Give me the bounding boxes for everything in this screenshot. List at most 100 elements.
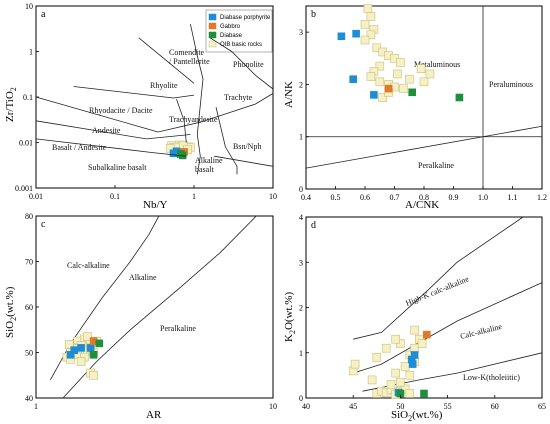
y-tick-label: 1 (299, 133, 303, 142)
field-boundary (214, 155, 274, 167)
data-point-diabase (455, 93, 464, 102)
panel-a-xlabel: Nb/Y (143, 199, 168, 211)
legend-label: OIB basic rocks (220, 42, 262, 48)
data-point-oib-basic-rocks (367, 375, 377, 385)
data-point-diabase-porphyrite (349, 75, 358, 83)
panel-a-field-labels: Comendite / Pantellerite Phonolite Rhyoli… (52, 48, 264, 174)
y-tick-label: 3 (299, 258, 303, 267)
data-point-oib-basic-rocks (375, 77, 385, 87)
data-point-oib-basic-rocks (396, 377, 405, 387)
x-tick-label: 40 (302, 402, 310, 411)
panel-b-boundaries (305, 6, 543, 189)
data-point-oib-basic-rocks (419, 77, 429, 87)
data-point-oib-basic-rocks (381, 343, 391, 353)
data-point-oib-basic-rocks (425, 69, 435, 79)
data-point-diabase (89, 350, 98, 359)
field-alkaline: Alkaline (129, 273, 157, 282)
field-basalt-andesite: Basalt / Andesite (52, 143, 107, 152)
x-tick-label: 45 (349, 402, 357, 411)
data-point-diabase-porphyrite (370, 91, 378, 99)
legend-label: Diabase porphyrite (220, 15, 271, 21)
field-boundary (215, 107, 238, 175)
data-point-oib-basic-rocks (360, 35, 370, 45)
data-point-oib-basic-rocks (410, 325, 419, 335)
data-point-oib-basic-rocks (372, 352, 382, 362)
field-calc-alkaline-d: Calc-alkaline (459, 322, 503, 341)
panel-d-ticks: 40 45 50 55 60 65 0 1 2 3 4 (299, 213, 546, 411)
data-point-oib-basic-rocks (386, 380, 396, 389)
panel-d-xlabel: SiO2(wt.%) (391, 409, 443, 423)
data-point-diabase-porphyrite (66, 350, 75, 359)
data-point-oib-basic-rocks (350, 359, 360, 369)
x-tick-label: 1.0 (478, 193, 488, 202)
field-rhyolite: Rhyolite (150, 81, 178, 90)
y-tick-label: 4 (299, 213, 303, 222)
y-tick-label: 50 (25, 349, 33, 358)
field-peraluminous: Peraluminous (489, 80, 533, 89)
x-tick-label: 1.2 (537, 193, 547, 202)
field-boundary (35, 138, 187, 157)
field-peralkaline: Peralkaline (160, 324, 196, 333)
legend-label: Diabase (220, 33, 243, 39)
data-point-oib-basic-rocks (89, 370, 98, 380)
x-tick-label: 60 (491, 402, 499, 411)
panel-c: c Calc-alkaline Alkaline Peralkaline 1 10… (4, 212, 277, 421)
y-tick-label: 0.001 (15, 184, 33, 193)
panel-c-boundaries (50, 215, 257, 399)
data-point-oib-basic-rocks (417, 339, 427, 349)
data-point-oib-basic-rocks (378, 93, 388, 102)
data-point-oib-basic-rocks (399, 84, 408, 93)
x-tick-label: 0.9 (449, 193, 459, 202)
data-point-oib-basic-rocks (405, 371, 415, 380)
y-tick-label: 0.01 (19, 139, 33, 148)
field-boundary (209, 37, 274, 90)
panel-d-frame (305, 216, 543, 399)
x-tick-label: 0.4 (301, 193, 311, 202)
panel-c-ylabel: SiO2(wt.%) (4, 286, 18, 338)
field-trachyte: Trachyte (224, 93, 253, 102)
legend-box (205, 9, 273, 53)
x-tick-label: 0.1 (110, 192, 120, 201)
x-tick-label: 10 (269, 192, 277, 201)
panel-a: a Comendite / Pantellerite Phonolite Rhyo… (4, 2, 277, 211)
y-tick-label: 60 (25, 303, 33, 312)
field-rhyodacite: Rhyodacite / Dacite (89, 106, 153, 115)
field-high-k: High-K calc-alkaline (404, 274, 470, 308)
data-point-oib-basic-rocks (396, 339, 405, 349)
panel-b-ylabel: A/NK (283, 81, 295, 108)
data-point-diabase (177, 150, 185, 158)
data-point-diabase-porphyrite (352, 29, 360, 38)
field-bsn-nph: Bsn/Nph (233, 142, 261, 151)
field-boundary (35, 93, 274, 133)
y-tick-label: 40 (25, 394, 33, 403)
panel-a-letter: a (41, 9, 46, 20)
data-point-diabase (408, 88, 417, 97)
panel-d: d High-K calc-alkaline Calc-alkaline Low… (283, 213, 546, 423)
data-point-oib-basic-rocks (405, 389, 415, 398)
field-boundary (190, 24, 204, 175)
panel-a-legend: Diabase porphyrite Gabbro Diabase OIB basic… (205, 9, 273, 53)
data-point-diabase-porphyrite (337, 32, 346, 41)
x-tick-label: 0.5 (331, 193, 341, 202)
data-point-diabase-porphyrite (410, 351, 419, 359)
data-point-oib-basic-rocks (391, 368, 401, 378)
panel-a-ylabel: Zr/TiO2 (4, 87, 18, 122)
field-calc-alkaline: Calc-alkaline (67, 261, 110, 270)
field-metaluminous: Metaluminous (414, 60, 460, 69)
x-tick-label: 0.01 (29, 192, 43, 201)
data-point-oib-basic-rocks (410, 343, 419, 353)
field-alkaline-basalt: Alkaline basalt (195, 156, 223, 174)
legend-swatch (208, 13, 217, 21)
data-point-oib-basic-rocks (363, 4, 373, 13)
data-point-oib-basic-rocks (416, 64, 426, 73)
panel-b-letter: b (311, 9, 316, 20)
data-point-diabase-porphyrite (77, 344, 85, 352)
y-tick-label: 1 (299, 349, 303, 358)
panel-c-ticks: 1 10 40 50 60 70 80 (25, 212, 277, 411)
y-tick-label: 0 (299, 185, 303, 194)
y-tick-label: 3 (299, 28, 303, 37)
field-boundary (138, 37, 195, 84)
data-point-diabase-porphyrite (408, 360, 417, 368)
data-point-oib-basic-rocks (366, 72, 376, 81)
